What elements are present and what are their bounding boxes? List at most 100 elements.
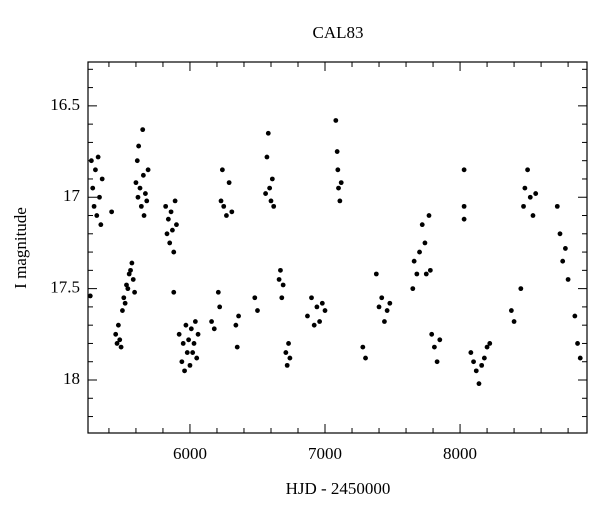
data-point bbox=[194, 355, 200, 361]
data-point bbox=[88, 158, 94, 164]
data-point bbox=[562, 246, 568, 251]
data-point bbox=[572, 313, 578, 319]
data-point bbox=[384, 308, 390, 313]
data-point bbox=[170, 227, 175, 233]
data-point bbox=[311, 322, 317, 328]
data-point bbox=[336, 185, 341, 191]
data-point bbox=[195, 331, 201, 337]
data-point bbox=[129, 260, 135, 266]
data-point bbox=[234, 344, 240, 350]
data-point bbox=[373, 271, 379, 277]
data-point bbox=[118, 344, 124, 350]
data-point bbox=[426, 213, 432, 218]
data-point bbox=[411, 258, 417, 264]
data-point bbox=[255, 308, 260, 313]
data-point bbox=[484, 344, 490, 350]
chart-title: CAL83 bbox=[313, 23, 364, 42]
data-point bbox=[179, 359, 185, 365]
data-point bbox=[317, 319, 323, 324]
data-point bbox=[363, 355, 368, 361]
data-point bbox=[176, 331, 182, 337]
data-point bbox=[144, 198, 150, 204]
data-point bbox=[113, 331, 119, 337]
data-point bbox=[335, 167, 341, 173]
data-point bbox=[252, 295, 258, 301]
data-point bbox=[226, 180, 232, 186]
data-point bbox=[172, 198, 178, 204]
data-point bbox=[188, 326, 194, 332]
plot-frame bbox=[87, 61, 588, 434]
data-point bbox=[414, 271, 420, 277]
data-point bbox=[511, 319, 517, 324]
data-point bbox=[437, 337, 443, 343]
data-point bbox=[309, 295, 314, 301]
data-point bbox=[269, 176, 275, 182]
data-point bbox=[219, 167, 225, 173]
data-point bbox=[419, 222, 425, 228]
data-point bbox=[218, 198, 224, 204]
data-point bbox=[533, 191, 539, 196]
data-point bbox=[183, 322, 189, 328]
data-point bbox=[264, 154, 270, 160]
data-point bbox=[577, 355, 583, 361]
data-point bbox=[229, 209, 235, 215]
data-point bbox=[142, 191, 148, 196]
data-point bbox=[271, 203, 277, 209]
data-point bbox=[337, 198, 343, 204]
data-point bbox=[333, 118, 339, 123]
data-point bbox=[217, 304, 223, 310]
data-point bbox=[171, 289, 177, 295]
data-point bbox=[525, 167, 530, 173]
data-point bbox=[410, 286, 416, 292]
data-point bbox=[338, 180, 344, 186]
data-point bbox=[554, 203, 560, 209]
data-point bbox=[522, 185, 528, 191]
data-point bbox=[115, 322, 121, 328]
data-point bbox=[138, 203, 144, 209]
data-point bbox=[387, 300, 393, 306]
data-point bbox=[168, 209, 174, 215]
data-point bbox=[487, 341, 493, 346]
data-point bbox=[283, 350, 289, 355]
data-point bbox=[322, 308, 328, 313]
data-point bbox=[560, 258, 566, 264]
data-point bbox=[287, 355, 293, 361]
data-point bbox=[233, 322, 239, 328]
data-point bbox=[140, 172, 146, 178]
data-point bbox=[434, 359, 440, 365]
data-point bbox=[124, 282, 129, 288]
data-point bbox=[461, 216, 467, 222]
data-point bbox=[280, 282, 286, 288]
data-point bbox=[98, 222, 104, 228]
data-point bbox=[557, 231, 563, 237]
data-point bbox=[267, 185, 273, 191]
data-point bbox=[471, 359, 476, 365]
data-point bbox=[211, 326, 217, 332]
data-point bbox=[481, 355, 487, 361]
data-point bbox=[128, 267, 133, 273]
data-point bbox=[165, 216, 171, 222]
data-point bbox=[121, 295, 127, 301]
data-point bbox=[180, 341, 186, 346]
data-point bbox=[122, 300, 128, 306]
data-point bbox=[109, 209, 115, 215]
y-tick-label: 18 bbox=[63, 369, 80, 388]
data-point bbox=[125, 286, 131, 292]
data-point bbox=[94, 213, 100, 218]
data-point bbox=[279, 295, 285, 301]
data-point bbox=[221, 203, 227, 209]
data-point bbox=[417, 249, 422, 255]
data-point bbox=[167, 240, 173, 246]
y-tick-label: 17.5 bbox=[50, 278, 80, 297]
data-point bbox=[461, 203, 467, 209]
data-point bbox=[305, 313, 310, 319]
data-point bbox=[99, 176, 105, 182]
y-axis-label: I magnitude bbox=[11, 207, 30, 289]
data-point bbox=[508, 308, 514, 313]
data-point bbox=[93, 167, 98, 173]
data-point bbox=[182, 368, 187, 374]
data-point bbox=[145, 167, 151, 173]
data-point bbox=[521, 203, 526, 209]
data-point bbox=[427, 267, 433, 273]
data-point bbox=[314, 304, 320, 310]
